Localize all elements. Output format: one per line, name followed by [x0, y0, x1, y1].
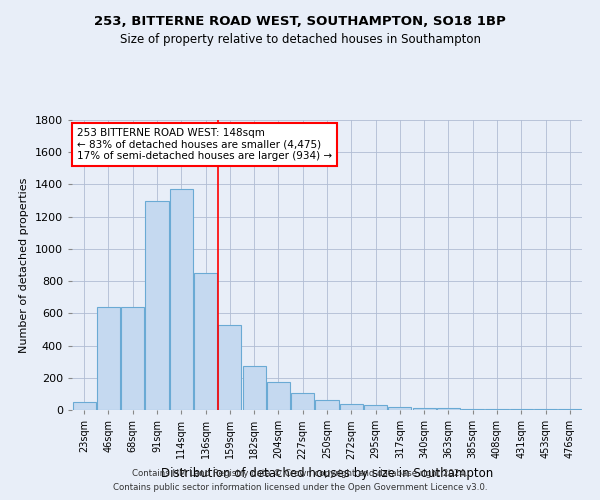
Bar: [559, 409, 581, 410]
Text: 253 BITTERNE ROAD WEST: 148sqm
← 83% of detached houses are smaller (4,475)
17% : 253 BITTERNE ROAD WEST: 148sqm ← 83% of …: [77, 128, 332, 162]
Text: Size of property relative to detached houses in Southampton: Size of property relative to detached ho…: [119, 32, 481, 46]
Bar: [534, 409, 557, 410]
Bar: [316, 400, 338, 410]
Bar: [242, 366, 266, 410]
Bar: [121, 307, 144, 410]
Bar: [510, 409, 533, 410]
Bar: [388, 407, 412, 410]
Bar: [340, 404, 363, 410]
Bar: [364, 405, 387, 410]
Bar: [437, 408, 460, 410]
Bar: [218, 326, 241, 410]
Bar: [73, 402, 95, 410]
Text: 253, BITTERNE ROAD WEST, SOUTHAMPTON, SO18 1BP: 253, BITTERNE ROAD WEST, SOUTHAMPTON, SO…: [94, 15, 506, 28]
Text: Contains public sector information licensed under the Open Government Licence v3: Contains public sector information licen…: [113, 484, 487, 492]
X-axis label: Distribution of detached houses by size in Southampton: Distribution of detached houses by size …: [161, 467, 493, 480]
Bar: [267, 382, 290, 410]
Y-axis label: Number of detached properties: Number of detached properties: [19, 178, 29, 352]
Bar: [194, 273, 217, 410]
Text: Contains HM Land Registry data © Crown copyright and database right 2024.: Contains HM Land Registry data © Crown c…: [132, 468, 468, 477]
Bar: [413, 408, 436, 410]
Bar: [170, 190, 193, 410]
Bar: [97, 307, 120, 410]
Bar: [461, 409, 484, 410]
Bar: [291, 393, 314, 410]
Bar: [145, 200, 169, 410]
Bar: [485, 409, 509, 410]
